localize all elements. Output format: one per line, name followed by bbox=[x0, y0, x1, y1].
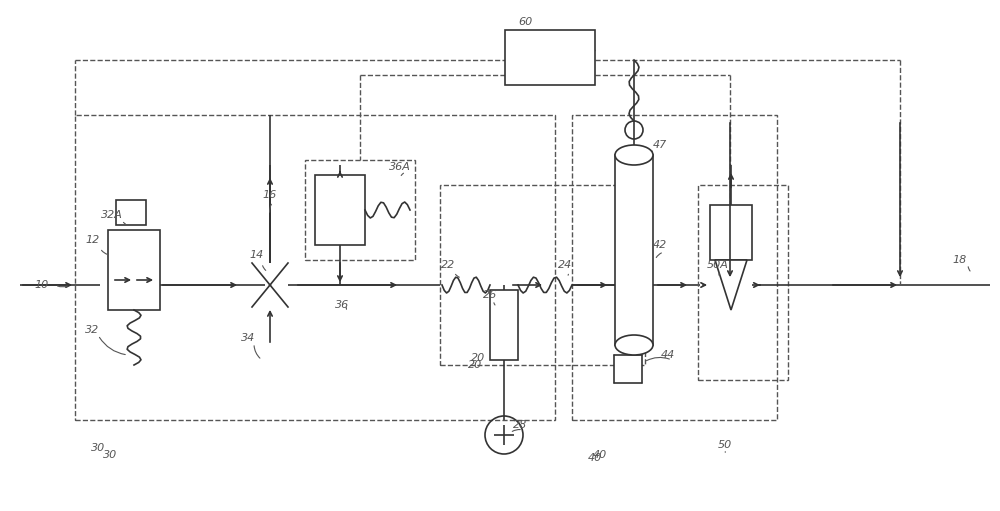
Text: 32: 32 bbox=[85, 325, 99, 335]
Text: 10: 10 bbox=[35, 280, 49, 290]
Text: 16: 16 bbox=[263, 190, 277, 200]
Bar bbox=[614, 355, 642, 383]
Text: 28: 28 bbox=[513, 420, 527, 430]
Text: 22: 22 bbox=[441, 260, 455, 270]
Text: 26: 26 bbox=[483, 290, 497, 300]
Text: 24: 24 bbox=[558, 260, 572, 270]
Text: 14: 14 bbox=[250, 250, 264, 260]
Bar bbox=[440, 185, 645, 365]
Bar bbox=[305, 160, 415, 260]
Bar bbox=[615, 155, 653, 345]
Text: 42: 42 bbox=[653, 240, 667, 250]
Bar bbox=[108, 230, 160, 310]
Bar bbox=[505, 30, 595, 85]
Bar bbox=[710, 205, 752, 260]
Text: 36: 36 bbox=[335, 300, 349, 310]
Bar bbox=[116, 200, 146, 225]
Text: 34: 34 bbox=[241, 333, 255, 343]
Ellipse shape bbox=[615, 335, 653, 355]
Text: 50A: 50A bbox=[707, 260, 729, 270]
Bar bbox=[75, 115, 555, 420]
Bar bbox=[572, 115, 777, 420]
Text: 40: 40 bbox=[593, 450, 607, 460]
Bar bbox=[490, 290, 518, 360]
Text: 36A: 36A bbox=[389, 162, 411, 172]
Polygon shape bbox=[715, 260, 747, 310]
Text: 20: 20 bbox=[468, 360, 482, 370]
Text: 30: 30 bbox=[103, 450, 117, 460]
Text: 32A: 32A bbox=[101, 210, 123, 220]
Bar bbox=[315, 175, 365, 245]
Text: 60: 60 bbox=[518, 17, 532, 27]
Text: 44: 44 bbox=[661, 350, 675, 360]
Text: 40: 40 bbox=[588, 453, 602, 463]
Text: 30: 30 bbox=[91, 443, 105, 453]
Text: 18: 18 bbox=[953, 255, 967, 265]
Text: 47: 47 bbox=[653, 140, 667, 150]
Text: 20: 20 bbox=[471, 353, 485, 363]
Ellipse shape bbox=[615, 145, 653, 165]
Bar bbox=[698, 185, 788, 380]
Text: 50: 50 bbox=[718, 440, 732, 450]
Text: 12: 12 bbox=[86, 235, 100, 245]
